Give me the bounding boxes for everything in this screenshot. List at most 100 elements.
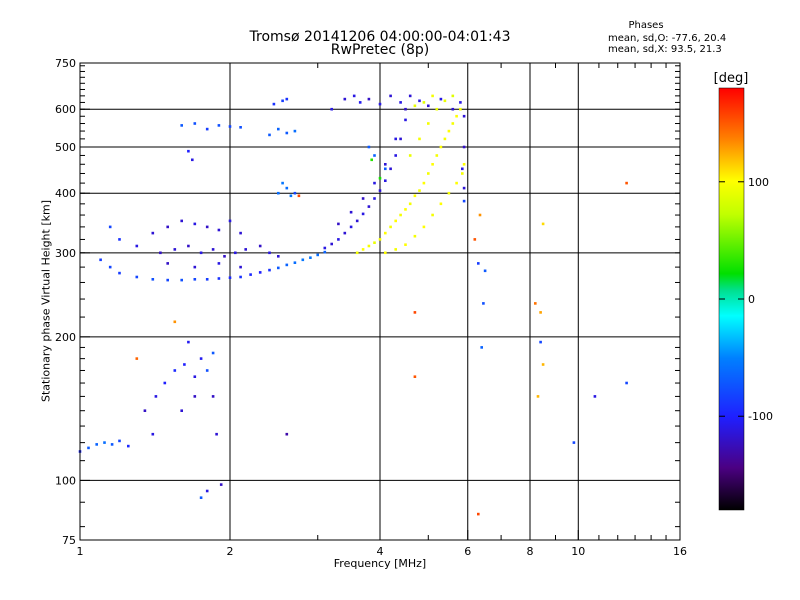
- data-point: [199, 251, 203, 255]
- data-point: [435, 154, 439, 157]
- data-point: [431, 94, 434, 98]
- data-point: [427, 122, 430, 125]
- data-point: [337, 238, 340, 241]
- data-point: [534, 302, 537, 305]
- data-point: [435, 107, 439, 111]
- data-point: [367, 244, 371, 248]
- data-point: [277, 255, 280, 258]
- data-point: [193, 222, 197, 226]
- x-tick-label: 8: [527, 545, 534, 558]
- data-point: [309, 256, 312, 259]
- data-point: [418, 189, 421, 192]
- y-tick-label: 500: [55, 141, 76, 154]
- data-point: [482, 302, 485, 305]
- y-tick-label: 400: [55, 187, 76, 200]
- y-axis-ticks: 75 100 200 300 400 500 600 750: [55, 57, 680, 547]
- data-point: [384, 231, 387, 235]
- data-point: [378, 189, 382, 192]
- data-point: [404, 107, 407, 111]
- data-point: [193, 278, 197, 281]
- y-tick-label: 750: [55, 57, 76, 70]
- data-point: [483, 269, 487, 273]
- data-point: [399, 213, 402, 217]
- data-point: [118, 439, 121, 443]
- data-point: [447, 129, 451, 133]
- data-point: [163, 381, 167, 385]
- data-point: [87, 446, 90, 450]
- data-point: [272, 102, 276, 106]
- data-point: [285, 263, 289, 267]
- data-point: [462, 186, 466, 190]
- data-point: [285, 131, 289, 135]
- data-point: [110, 443, 114, 446]
- grid-lines: [80, 63, 680, 540]
- data-point: [541, 363, 545, 366]
- data-point: [285, 432, 289, 436]
- data-point: [228, 219, 232, 223]
- data-point: [166, 225, 169, 229]
- data-point: [191, 158, 194, 162]
- data-point: [349, 225, 353, 229]
- data-point: [389, 225, 392, 229]
- data-point: [281, 99, 284, 103]
- data-point: [277, 266, 280, 270]
- data-point: [166, 262, 169, 265]
- data-point: [199, 357, 203, 360]
- data-point: [281, 181, 284, 185]
- data-point: [215, 432, 218, 436]
- data-point: [268, 133, 271, 137]
- data-point: [384, 251, 387, 255]
- x-tick-label: 4: [377, 545, 384, 558]
- data-point: [239, 265, 242, 269]
- data-point: [211, 395, 215, 398]
- x-tick-label: 2: [227, 545, 234, 558]
- colorbar-label: [deg]: [713, 71, 749, 86]
- data-points: [78, 94, 628, 516]
- data-point: [373, 241, 376, 244]
- data-point: [459, 101, 462, 104]
- data-point: [217, 262, 221, 265]
- data-point: [378, 176, 382, 180]
- data-point: [135, 244, 139, 248]
- data-point: [431, 163, 434, 166]
- data-point: [572, 441, 576, 444]
- data-point: [422, 101, 426, 104]
- data-point: [370, 158, 373, 162]
- data-point: [285, 97, 289, 101]
- data-point: [217, 277, 221, 280]
- data-point: [108, 265, 112, 269]
- data-point: [285, 186, 289, 190]
- data-point: [408, 94, 412, 98]
- data-point: [455, 114, 458, 118]
- data-point: [173, 369, 177, 372]
- y-tick-label: 200: [55, 331, 76, 344]
- data-point: [103, 441, 106, 444]
- x-axis-ticks: 1 2 4 6 8 10 16: [77, 63, 687, 558]
- data-point: [451, 122, 455, 125]
- data-point: [99, 258, 102, 262]
- data-point: [193, 375, 197, 378]
- data-point: [367, 145, 371, 149]
- data-point: [373, 154, 376, 157]
- data-point: [249, 273, 252, 276]
- phases-o-stats: mean, sd,O: -77.6, 20.4: [608, 33, 727, 44]
- data-point: [268, 251, 271, 255]
- data-point: [293, 129, 297, 133]
- data-point: [297, 194, 301, 198]
- data-point: [166, 278, 169, 282]
- data-point: [228, 125, 232, 128]
- data-point: [180, 278, 183, 282]
- data-point: [451, 94, 455, 98]
- data-point: [223, 255, 226, 258]
- y-tick-label: 100: [55, 474, 76, 487]
- data-point: [135, 357, 139, 360]
- data-point: [187, 340, 190, 344]
- colorbar-ticks: 100 0 -100: [719, 176, 773, 423]
- data-point: [394, 248, 397, 251]
- data-point: [293, 261, 297, 264]
- data-point: [461, 167, 464, 171]
- data-point: [289, 194, 293, 198]
- data-point: [462, 114, 466, 118]
- data-point: [343, 231, 347, 235]
- data-point: [427, 172, 430, 175]
